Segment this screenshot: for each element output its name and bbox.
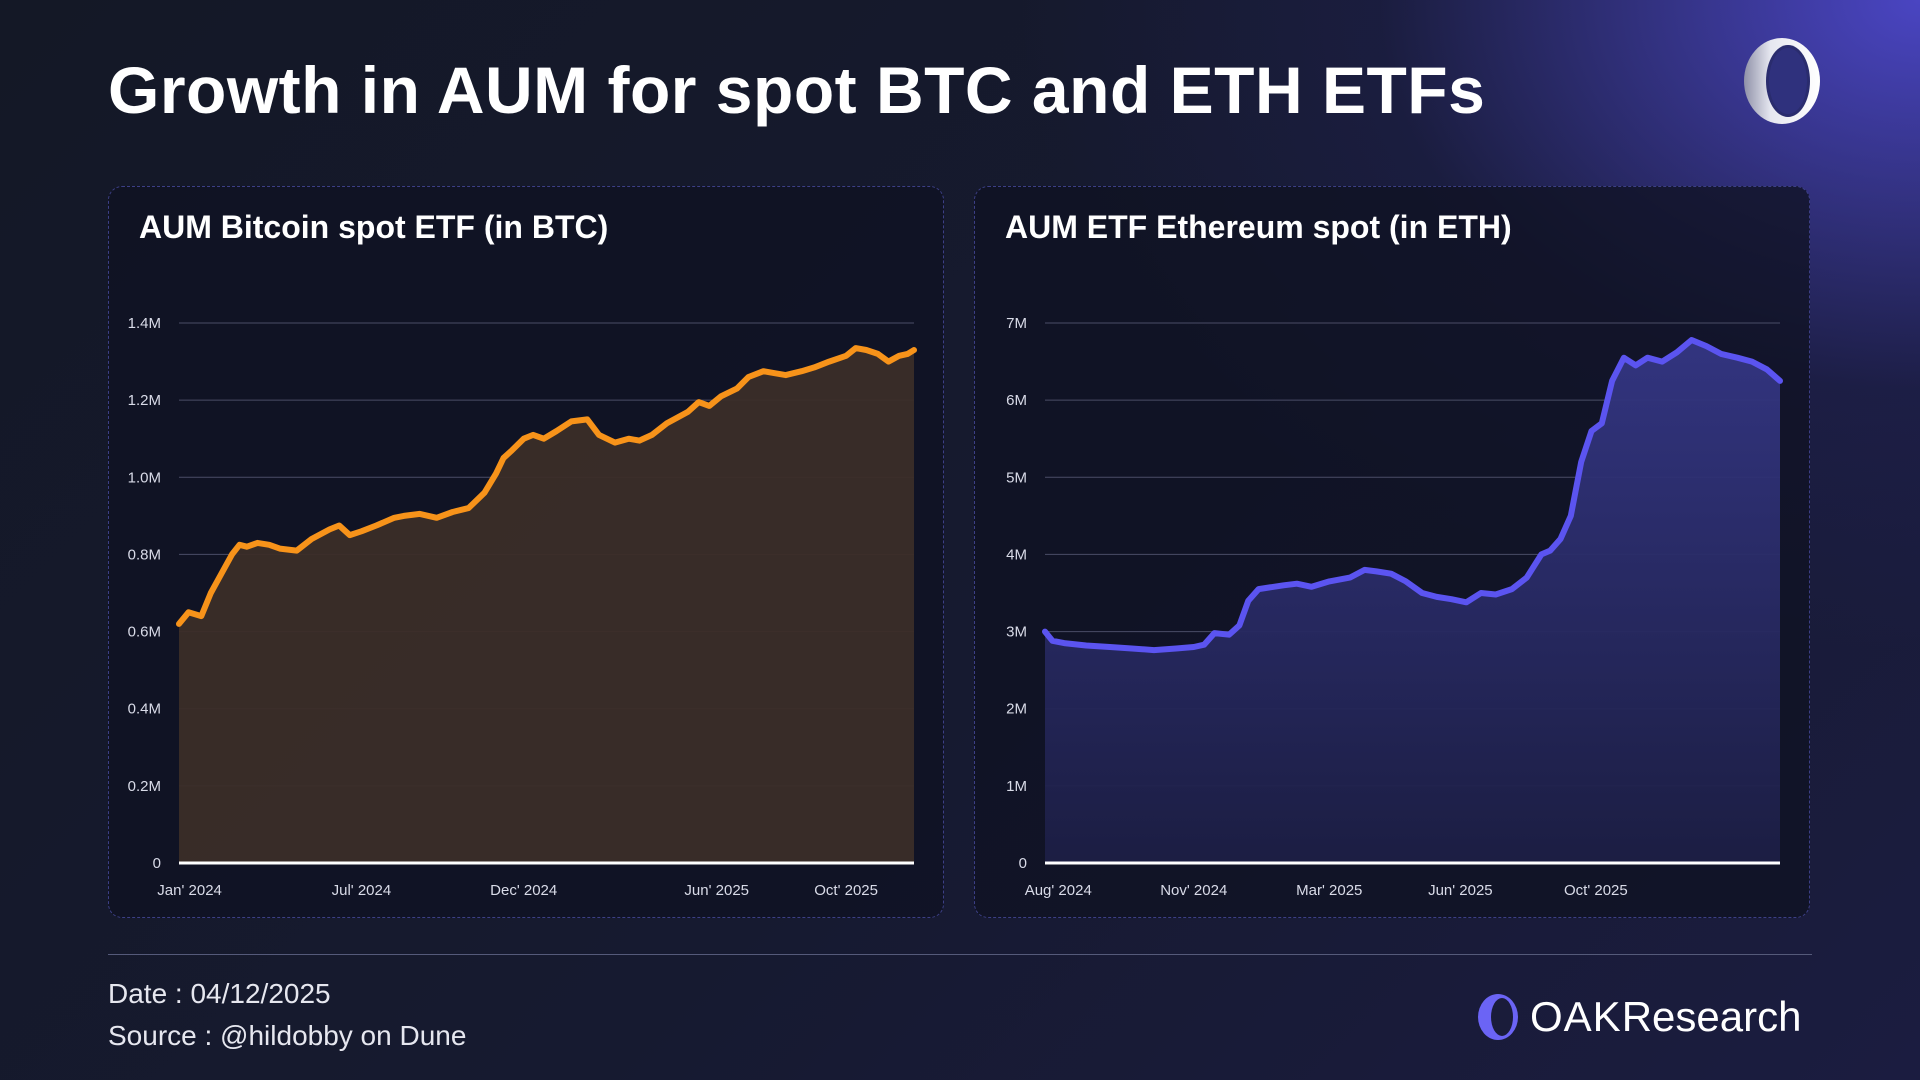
footer-divider [108, 954, 1812, 955]
btc-y-tick-label: 0.4M [128, 701, 161, 718]
btc-aum-chart: 0 0.2M 0.4M 0.6M 0.8M 1.0M 1.2M 1.4M Jan' 2024 Ju… [128, 315, 917, 899]
oak-ring-icon [1744, 38, 1820, 124]
eth-x-tick-label: Aug' 2024 [1025, 882, 1092, 899]
btc-y-tick-label: 0.6M [128, 624, 161, 641]
eth-y-tick-label: 4M [1006, 546, 1027, 563]
btc-chart-title: AUM Bitcoin spot ETF (in BTC) [139, 209, 609, 245]
footer-date: Date : 04/12/2025 [108, 978, 331, 1009]
btc-x-tick-label: Jun' 2025 [684, 882, 749, 899]
eth-area-fill [1045, 340, 1780, 863]
eth-y-tick-label: 7M [1006, 315, 1027, 332]
oak-research-logo: OAKResearch [1476, 990, 1801, 1044]
btc-y-tick-label: 0 [153, 855, 161, 872]
oak-ring-small-icon [1478, 994, 1518, 1040]
btc-series-line [176, 345, 917, 627]
btc-x-tick-label: Jul' 2024 [332, 882, 392, 899]
btc-x-tick-label: Jan' 2024 [157, 882, 222, 899]
btc-y-tick-label: 1.2M [128, 392, 161, 409]
btc-x-tick-label: Oct' 2025 [814, 882, 878, 899]
eth-series-line [1042, 337, 1783, 654]
btc-y-tick-label: 0.8M [128, 546, 161, 563]
page-title: Growth in AUM for spot BTC and ETH ETFs [108, 53, 1486, 127]
eth-y-tick-label: 2M [1006, 701, 1027, 718]
eth-x-tick-label: Jun' 2025 [1428, 882, 1493, 899]
btc-y-tick-label: 1.0M [128, 469, 161, 486]
btc-x-tick-label: Dec' 2024 [490, 882, 557, 899]
eth-x-tick-label: Nov' 2024 [1160, 882, 1227, 899]
eth-y-tick-label: 0 [1019, 855, 1027, 872]
btc-area-fill [179, 348, 914, 864]
eth-chart-title: AUM ETF Ethereum spot (in ETH) [1005, 209, 1512, 245]
eth-chart-panel: AUM ETF Ethereum spot (in ETH) 0 1M 2M 3M 4M… [974, 186, 1810, 918]
btc-chart-panel: AUM Bitcoin spot ETF (in BTC) 0 0.2M 0.4M 0… [108, 186, 944, 918]
brand-oak: OAK [1530, 993, 1622, 1040]
eth-x-tick-label: Mar' 2025 [1296, 882, 1362, 899]
brand-name: OAKResearch [1530, 993, 1801, 1041]
eth-y-tick-label: 3M [1006, 624, 1027, 641]
eth-x-tick-label: Oct' 2025 [1564, 882, 1628, 899]
brand-research: Research [1621, 993, 1802, 1040]
eth-y-tick-label: 6M [1006, 392, 1027, 409]
eth-aum-chart: 0 1M 2M 3M 4M 5M 6M 7M Aug' 2024 Nov' 2024 Mar' 20… [1006, 315, 1783, 899]
eth-y-tick-label: 5M [1006, 469, 1027, 486]
btc-y-tick-label: 1.4M [128, 315, 161, 332]
eth-y-tick-label: 1M [1006, 778, 1027, 795]
footer-source: Source : @hildobby on Dune [108, 1020, 467, 1051]
btc-y-tick-label: 0.2M [128, 778, 161, 795]
